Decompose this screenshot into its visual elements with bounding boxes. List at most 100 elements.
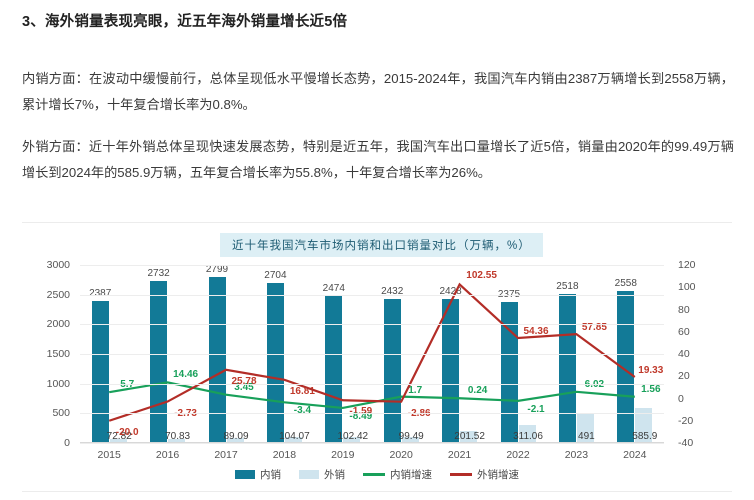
bar-export[interactable] xyxy=(401,437,419,443)
line-label-export-growth: -20.0 xyxy=(115,426,139,438)
bar-label-domestic: 2387 xyxy=(89,288,111,299)
bar-export[interactable] xyxy=(635,408,653,443)
bar-label-export: 89.09 xyxy=(223,431,249,442)
bar-label-domestic: 2558 xyxy=(614,278,637,290)
y-tick-right: 100 xyxy=(678,281,696,294)
bar-label-domestic: 2704 xyxy=(264,269,287,281)
line-label-export-growth: 57.85 xyxy=(581,322,607,334)
bar-label-export: 72.82 xyxy=(106,431,132,442)
bar-label-export: 70.83 xyxy=(165,431,191,442)
bar-export[interactable] xyxy=(284,436,302,443)
y-tick-left: 3000 xyxy=(46,259,70,271)
bar-label-export: 102.42 xyxy=(337,431,369,442)
line-label-export-growth: 16.81 xyxy=(289,385,315,397)
legend-label: 外销 xyxy=(324,469,345,481)
gridline xyxy=(80,383,664,385)
line-label-domestic-growth: 3.45 xyxy=(234,381,254,393)
bar-export[interactable] xyxy=(226,437,244,443)
legend-item[interactable]: 内销 xyxy=(235,467,281,482)
plot-area: 2387 72.82 2732 70.83 2799 89.09 2704 104.07 247… xyxy=(80,263,664,444)
bar-label-domestic: 2432 xyxy=(381,285,404,297)
gridline xyxy=(80,354,664,355)
x-tick-label: 2022 xyxy=(506,449,530,461)
bar-label-export: 201.52 xyxy=(454,431,485,442)
line-label-domestic-growth: 1.56 xyxy=(641,383,661,395)
x-tick-label: 2019 xyxy=(331,449,355,461)
y-tick-right: 20 xyxy=(678,370,690,383)
bar-domestic[interactable] xyxy=(208,276,226,443)
legend-bar-swatch xyxy=(299,470,319,479)
bar-domestic[interactable] xyxy=(442,298,460,443)
line-layer xyxy=(108,282,636,422)
legend-bar-swatch xyxy=(235,470,255,479)
bar-label-domestic: 2799 xyxy=(205,263,229,275)
bar-label-export: 311.06 xyxy=(513,431,543,442)
y-tick-right: 120 xyxy=(678,259,696,271)
paragraph-export: 外销方面：近十年外销总体呈现快速发展态势，特别是近五年，我国汽车出口量增长了近5… xyxy=(22,139,734,180)
legend-item[interactable]: 外销 xyxy=(299,467,345,482)
x-axis-labels: 2015 2016 2017 2018 2019 2020 2021 2022 2023 2024 xyxy=(80,449,664,465)
chart-legend: 内销 外销 内销增速 外销增速 xyxy=(22,467,732,482)
chart-panel: 近十年我国汽车市场内销和出口销量对比（万辆，%） 0 500 1000 1500 200… xyxy=(22,222,732,492)
y-tick-right: -20 xyxy=(678,414,694,427)
line-label-export-growth: 54.36 xyxy=(523,326,549,338)
line-label-domestic-growth: -3.4 xyxy=(293,405,312,417)
bar-label-domestic: 2732 xyxy=(147,267,170,279)
line-label-domestic-growth: -8.49 xyxy=(349,410,373,422)
y-tick-left: 0 xyxy=(64,437,70,449)
bar-export[interactable] xyxy=(343,436,361,443)
y-tick-right: 60 xyxy=(678,325,690,338)
bar-export[interactable] xyxy=(460,431,478,443)
bar-domestic[interactable] xyxy=(266,282,284,443)
bar-label-export: 491 xyxy=(578,431,595,442)
gridline xyxy=(80,324,664,326)
gridline xyxy=(80,265,664,266)
bar-domestic[interactable] xyxy=(383,298,401,443)
bar-domestic[interactable] xyxy=(558,293,576,443)
bar-label-export: 104.07 xyxy=(279,431,310,442)
legend-item[interactable]: 内销增速 xyxy=(363,467,432,482)
y-axis-left: 0 500 1000 1500 2000 2500 3000 xyxy=(28,259,74,449)
bar-domestic[interactable] xyxy=(91,301,109,443)
y-tick-right: 80 xyxy=(678,303,690,316)
legend-item[interactable]: 外销增速 xyxy=(450,467,519,482)
line-label-export-growth: 19.33 xyxy=(638,364,664,376)
bar-export[interactable] xyxy=(109,438,127,443)
bar-label-export: 585.9 xyxy=(632,431,658,442)
x-tick-label: 2015 xyxy=(97,449,121,461)
x-tick-label: 2021 xyxy=(447,449,472,461)
line-label-domestic-growth: 0.24 xyxy=(467,385,488,397)
gridline xyxy=(80,443,664,444)
line-label-domestic-growth: 1.7 xyxy=(408,384,423,396)
bar-label-export: 99.49 xyxy=(398,431,424,442)
line-label-domestic-growth: -2.1 xyxy=(527,403,545,415)
bar-domestic[interactable] xyxy=(617,291,635,443)
line-label-domestic-growth: 5.7 xyxy=(120,379,135,391)
line-label-export-growth: 25.78 xyxy=(231,375,257,387)
line-label-export-growth: 102.55 xyxy=(466,270,497,282)
bar-domestic[interactable] xyxy=(500,302,518,443)
legend-label: 内销增速 xyxy=(390,469,432,481)
x-tick-label: 2020 xyxy=(389,449,413,461)
bar-export[interactable] xyxy=(576,413,594,443)
bar-label-domestic: 2375 xyxy=(497,289,521,301)
y-tick-right: -40 xyxy=(678,437,694,449)
y-tick-left: 2000 xyxy=(46,318,70,331)
line-label-domestic-growth: 14.46 xyxy=(173,369,199,381)
line-label-export-growth: -1.59 xyxy=(349,406,373,418)
y-tick-left: 1000 xyxy=(46,377,70,390)
bar-export[interactable] xyxy=(518,424,536,443)
line-domestic-growth[interactable] xyxy=(109,381,635,410)
x-tick-label: 2018 xyxy=(272,449,297,461)
bar-label-domestic: 2428 xyxy=(439,285,462,297)
chart-title: 近十年我国汽车市场内销和出口销量对比（万辆，%） xyxy=(220,233,543,257)
y-tick-left: 2500 xyxy=(46,288,70,301)
legend-line-swatch xyxy=(450,473,472,476)
legend-label: 外销增速 xyxy=(477,469,519,481)
legend-label: 内销 xyxy=(260,469,281,481)
paragraph-domestic: 内销方面：在波动中缓慢前行，总体呈现低水平慢增长态势，2015-2024年，我国… xyxy=(22,71,734,112)
line-export-growth[interactable] xyxy=(108,282,636,422)
x-tick-label: 2024 xyxy=(623,449,647,461)
bar-export[interactable] xyxy=(168,438,186,443)
